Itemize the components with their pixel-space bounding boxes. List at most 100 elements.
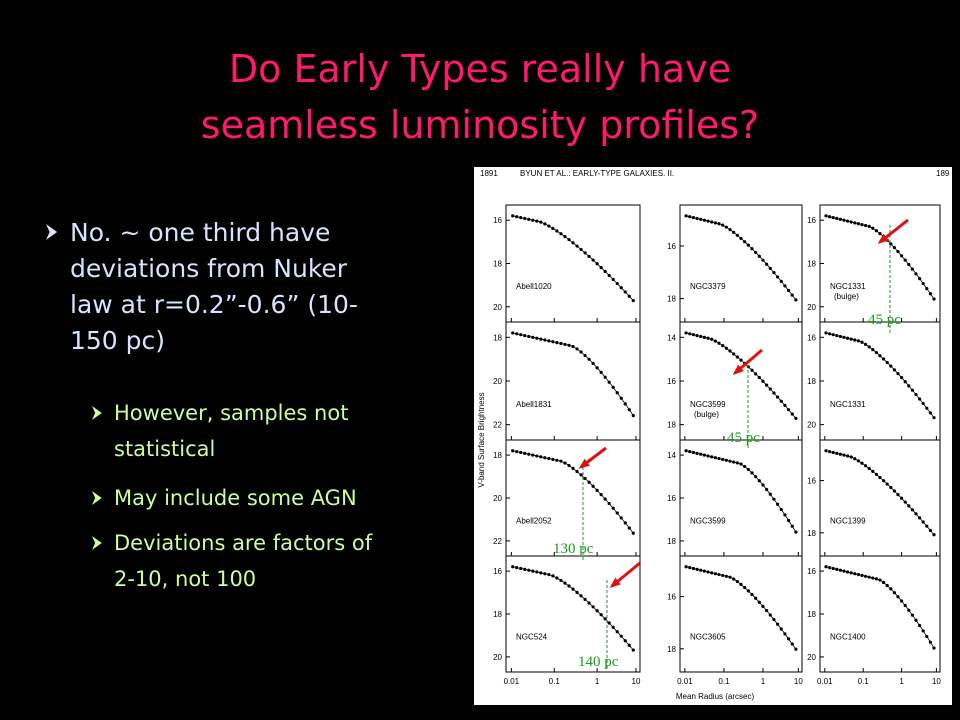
panel-y-tick-label: 18 [493, 451, 502, 460]
panel-y-tick-label: 18 [493, 610, 502, 619]
profile-fit [825, 566, 935, 649]
panel-y-tick-label: 16 [667, 494, 676, 503]
x-axis-label: Mean Radius (arcsec) [676, 692, 755, 701]
panel-y-tick-label: 14 [667, 451, 676, 460]
subbullet-text: However, samples not [114, 401, 348, 425]
panel-y-tick-label: 18 [667, 645, 676, 654]
x-tick-label: 10 [632, 677, 641, 686]
panel-y-tick-label: 16 [807, 567, 816, 576]
panel-y-tick-label: 16 [493, 216, 502, 225]
subbullet-text: statistical [114, 437, 215, 461]
panel-frame [679, 555, 803, 673]
bullet-arrow [92, 406, 102, 420]
x-tick-label: 0.01 [817, 677, 833, 686]
figure-header: BYUN ET AL.: EARLY-TYPE GALAXIES. II. [520, 169, 674, 178]
bullet-text: 150 pc) [70, 326, 165, 355]
panel-y-tick-label: 18 [807, 529, 816, 538]
red-arrowhead [732, 364, 744, 375]
annotation: 130 pc [553, 541, 594, 557]
panel-y-tick-label: 16 [807, 216, 816, 225]
profile-fit [512, 566, 634, 651]
red-arrowhead [609, 577, 621, 588]
x-tick-label: 0.01 [504, 677, 520, 686]
panel-note: (bulge) [694, 410, 719, 419]
y-axis-label: V-band Surface Brightness [477, 392, 486, 487]
panel-y-tick-label: 16 [667, 377, 676, 386]
panel-y-tick-label: 16 [493, 567, 502, 576]
panel-y-tick-label: 18 [667, 421, 676, 430]
bullet-text: law at r=0.2”-0.6” (10- [70, 290, 358, 319]
x-tick-label: 1 [899, 677, 904, 686]
panel-y-tick-label: 18 [807, 260, 816, 269]
x-tick-label: 0.1 [718, 677, 730, 686]
profile-fit [686, 450, 797, 533]
panel-y-tick-label: 20 [493, 653, 502, 662]
profile-fit [512, 450, 634, 534]
panel-label: NGC1399 [830, 517, 866, 526]
panel-y-tick-label: 16 [667, 242, 676, 251]
profile-fit [686, 566, 797, 650]
panel-label: NGC1331 [830, 400, 866, 409]
panel-y-tick-label: 20 [493, 377, 502, 386]
x-tick-label: 0.1 [549, 677, 561, 686]
panel-label: NGC1331 [830, 282, 866, 291]
red-arrowhead [877, 233, 889, 244]
profile-fit [686, 332, 797, 419]
panel-label: NGC3599 [690, 400, 726, 409]
profile-fit [512, 332, 634, 416]
panel-y-tick-label: 20 [807, 421, 816, 430]
panel-y-tick-label: 20 [807, 653, 816, 662]
panel-y-tick-label: 18 [493, 333, 502, 342]
x-tick-label: 10 [932, 677, 941, 686]
bullet-arrow [92, 536, 102, 550]
panel-label: Abell1020 [516, 282, 552, 291]
bullet-text: No. ~ one third have [70, 218, 330, 247]
x-tick-label: 1 [595, 677, 600, 686]
figure-header: 1891 [480, 169, 498, 178]
figure-header: 189 [936, 169, 950, 178]
bullet-arrow [46, 224, 58, 240]
panel-label: NGC3605 [690, 633, 726, 642]
panel-label: NGC3379 [690, 282, 726, 291]
panel-y-tick-label: 18 [667, 295, 676, 304]
panel-label: Abell2052 [516, 517, 552, 526]
panel-y-tick-label: 18 [493, 260, 502, 269]
subbullet-text: May include some AGN [114, 486, 357, 510]
panel-y-tick-label: 18 [667, 537, 676, 546]
panel-y-tick-label: 18 [807, 610, 816, 619]
bullet-text: deviations from Nuker [70, 254, 348, 283]
panel-label: Abell1831 [516, 400, 552, 409]
panel-y-tick-label: 22 [493, 537, 502, 546]
panel-y-tick-label: 14 [667, 333, 676, 342]
title-line: seamless luminosity profiles? [201, 103, 759, 147]
annotation: 45 pc [727, 430, 760, 446]
x-tick-label: 0.01 [677, 677, 693, 686]
panel-label: NGC3599 [690, 517, 726, 526]
red-arrowhead [578, 458, 590, 469]
profile-fit [512, 215, 634, 301]
panel-y-tick-label: 22 [493, 421, 502, 430]
panel-note: (bulge) [834, 292, 859, 301]
profile-fit [825, 332, 935, 418]
bullet-arrow [92, 491, 102, 505]
panel-y-tick-label: 20 [493, 303, 502, 312]
profile-fit [825, 215, 935, 300]
x-tick-label: 10 [794, 677, 803, 686]
panel-y-tick-label: 16 [807, 477, 816, 486]
profile-fit [825, 450, 935, 536]
panel-label: NGC1400 [830, 633, 866, 642]
panel-y-tick-label: 18 [807, 377, 816, 386]
title-line: Do Early Types really have [229, 47, 731, 91]
panel-label: NGC524 [516, 633, 548, 642]
profile-fit [686, 215, 797, 301]
subbullet-text: 2-10, not 100 [114, 567, 256, 591]
panel-y-tick-label: 20 [493, 494, 502, 503]
figure-background [474, 167, 952, 705]
panel-y-tick-label: 16 [667, 593, 676, 602]
panel-y-tick-label: 16 [807, 333, 816, 342]
subbullet-text: Deviations are factors of [114, 531, 373, 555]
x-tick-label: 1 [761, 677, 766, 686]
annotation: 45 pc [868, 312, 901, 328]
annotation: 140 pc [578, 654, 619, 670]
